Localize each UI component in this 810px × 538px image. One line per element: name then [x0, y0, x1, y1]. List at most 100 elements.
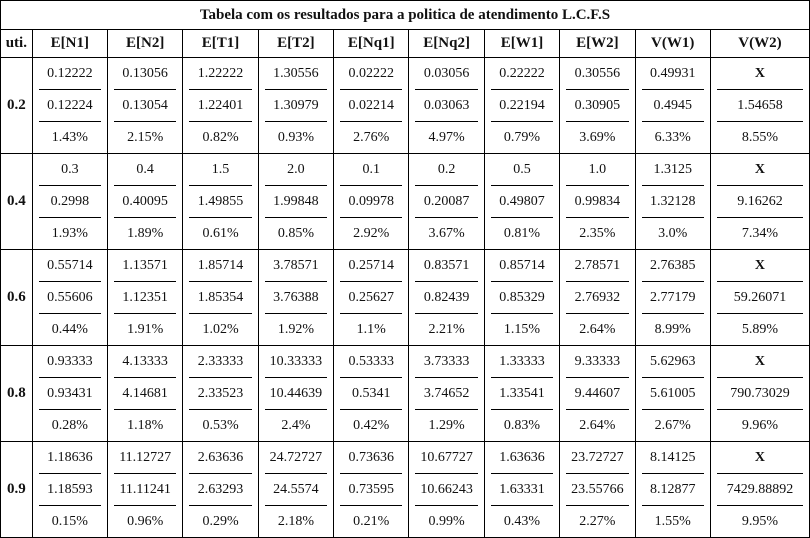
simulated-value: 0.25627 — [340, 281, 403, 314]
simulated-value: 0.20087 — [415, 185, 478, 218]
analytic-value: 0.22222 — [499, 66, 545, 81]
simulated-value: 1.54658 — [716, 89, 803, 122]
column-header: E[Nq1] — [333, 29, 410, 58]
result-cell: 5.62963 5.61005 2.67% — [634, 345, 711, 442]
column-header: uti. — [1, 29, 33, 58]
error-percent: 0.44% — [51, 322, 88, 337]
result-cell: 1.3125 1.32128 3.0% — [634, 153, 711, 250]
error-percent: 0.43% — [503, 514, 541, 529]
error-percent: 1.92% — [277, 322, 314, 337]
utilization-cell: 0.9 — [1, 441, 33, 537]
analytic-value: 0.93333 — [47, 354, 93, 369]
result-cell: 0.12222 0.12224 1.43% — [31, 57, 109, 154]
simulated-value: 0.12224 — [38, 89, 101, 122]
analytic-value: 0.49931 — [649, 66, 696, 81]
simulated-value: 1.63331 — [490, 473, 554, 506]
result-cell: 11.12727 11.11241 0.96% — [106, 441, 184, 537]
error-percent: 0.79% — [503, 130, 541, 145]
analytic-value: 0.03056 — [423, 66, 470, 81]
error-percent: 2.76% — [353, 130, 390, 145]
error-percent: 1.89% — [127, 226, 164, 241]
simulated-value: 0.02214 — [340, 89, 403, 122]
simulated-value: 2.33523 — [189, 377, 252, 410]
error-percent: 2.67% — [654, 418, 691, 433]
analytic-value: 4.13333 — [122, 354, 168, 369]
analytic-value: 0.13056 — [122, 66, 168, 81]
result-cell: X 9.16262 7.34% — [709, 153, 809, 250]
analytic-value: X — [754, 258, 765, 273]
error-percent: 9.96% — [741, 418, 779, 433]
error-percent: 0.53% — [202, 418, 239, 433]
simulated-value: 1.18593 — [38, 473, 101, 506]
error-percent: 2.18% — [277, 514, 314, 529]
error-percent: 0.28% — [51, 418, 88, 433]
simulated-value: 0.2998 — [38, 185, 101, 218]
error-percent: 0.61% — [202, 226, 239, 241]
result-cell: 1.22222 1.22401 0.82% — [182, 57, 259, 154]
result-cell: 0.25714 0.25627 1.1% — [333, 249, 410, 346]
simulated-value: 0.82439 — [415, 281, 478, 314]
analytic-value: 1.85714 — [197, 258, 244, 273]
utilization-cell: 0.4 — [1, 153, 33, 250]
column-header: V(W2) — [709, 29, 809, 58]
error-percent: 0.29% — [202, 514, 239, 529]
result-cell: 1.30556 1.30979 0.93% — [257, 57, 335, 154]
error-percent: 0.42% — [353, 418, 390, 433]
result-cell: 0.13056 0.13054 2.15% — [106, 57, 184, 154]
simulated-value: 1.49855 — [189, 185, 252, 218]
table-row: 0.9 1.18636 1.18593 0.15% 11.12727 11.11241 0.… — [1, 441, 809, 537]
result-cell: 0.73636 0.73595 0.21% — [333, 441, 410, 537]
analytic-value: 0.85714 — [499, 258, 545, 273]
analytic-value: 9.33333 — [574, 354, 621, 369]
error-percent: 1.93% — [51, 226, 88, 241]
analytic-value: 0.73636 — [348, 450, 395, 465]
result-cell: 0.1 0.09978 2.92% — [333, 153, 410, 250]
analytic-value: 1.30556 — [273, 66, 319, 81]
analytic-value: 1.3125 — [653, 162, 692, 177]
result-cell: 1.0 0.99834 2.35% — [559, 153, 636, 250]
analytic-value: 24.72727 — [269, 450, 323, 465]
result-cell: 1.33333 1.33541 0.83% — [483, 345, 561, 442]
analytic-value: 0.83571 — [423, 258, 470, 273]
analytic-value: 0.02222 — [348, 66, 395, 81]
error-percent: 8.99% — [654, 322, 691, 337]
result-cell: 8.14125 8.12877 1.55% — [634, 441, 711, 537]
error-percent: 0.93% — [277, 130, 314, 145]
analytic-value: 1.0 — [588, 162, 607, 177]
result-cell: X 1.54658 8.55% — [709, 57, 809, 154]
result-cell: 0.03056 0.03063 4.97% — [408, 57, 485, 154]
analytic-value: 10.67727 — [420, 450, 473, 465]
simulated-value: 0.4945 — [641, 89, 704, 122]
simulated-value: 9.16262 — [716, 185, 803, 218]
simulated-value: 2.63293 — [189, 473, 252, 506]
table-body: 0.2 0.12222 0.12224 1.43% 0.13056 0.13054 2.15… — [1, 57, 809, 537]
column-header: E[W2] — [559, 29, 636, 58]
error-percent: 1.29% — [428, 418, 465, 433]
result-cell: 0.22222 0.22194 0.79% — [483, 57, 561, 154]
analytic-value: 0.5 — [513, 162, 531, 177]
analytic-value: 0.12222 — [47, 66, 93, 81]
error-percent: 0.15% — [51, 514, 88, 529]
table-title: Tabela com os resultados para a politica… — [1, 1, 809, 30]
simulated-value: 2.76932 — [566, 281, 629, 314]
result-cell: 4.13333 4.14681 1.18% — [106, 345, 184, 442]
error-percent: 2.92% — [353, 226, 390, 241]
column-header: E[T1] — [182, 29, 259, 58]
result-cell: 0.55714 0.55606 0.44% — [31, 249, 109, 346]
analytic-value: 1.33333 — [499, 354, 545, 369]
error-percent: 0.99% — [428, 514, 465, 529]
analytic-value: 2.33333 — [197, 354, 244, 369]
result-cell: 3.78571 3.76388 1.92% — [257, 249, 335, 346]
error-percent: 1.43% — [51, 130, 88, 145]
analytic-value: 0.30556 — [574, 66, 621, 81]
simulated-value: 790.73029 — [716, 377, 803, 410]
analytic-value: 23.72727 — [571, 450, 624, 465]
error-percent: 0.85% — [277, 226, 314, 241]
error-percent: 9.95% — [741, 514, 779, 529]
analytic-value: 3.73333 — [423, 354, 470, 369]
simulated-value: 4.14681 — [114, 377, 177, 410]
error-percent: 1.02% — [202, 322, 239, 337]
simulated-value: 1.30979 — [264, 89, 328, 122]
simulated-value: 1.33541 — [490, 377, 554, 410]
